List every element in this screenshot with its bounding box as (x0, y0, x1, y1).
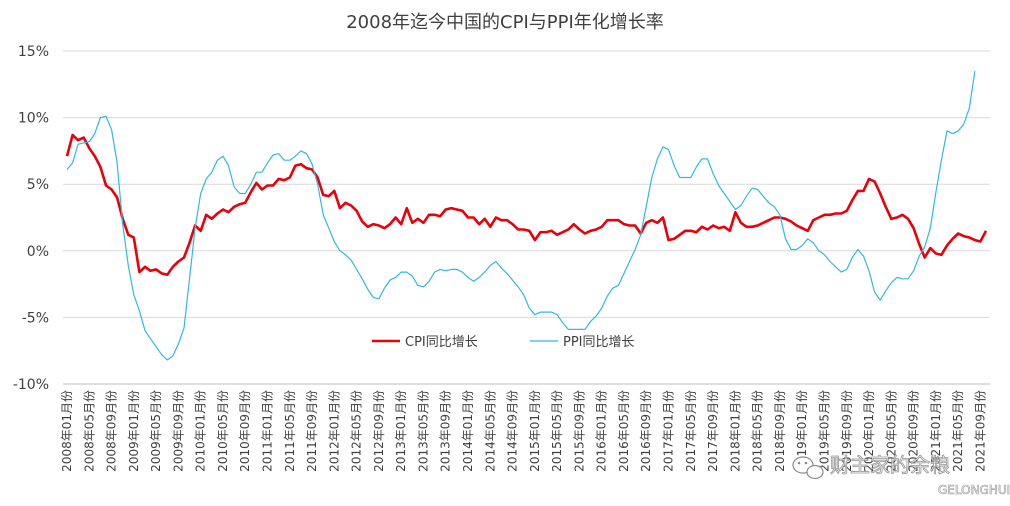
x-tick-label: 2021年05月份 (951, 390, 965, 472)
x-tick-label: 2009年05月份 (149, 390, 163, 472)
x-tick-label: 2020年01月份 (862, 390, 876, 472)
x-tick-label: 2013年05月份 (416, 390, 430, 472)
x-tick-label: 2008年01月份 (60, 390, 74, 472)
x-tick-label: 2014年01月份 (461, 390, 475, 472)
wechat-icon (792, 456, 824, 480)
x-tick-label: 2013年09月份 (439, 390, 453, 472)
x-tick-label: 2011年05月份 (283, 390, 297, 472)
legend-label-cpi: CPI同比增长 (405, 335, 478, 350)
series-lines (65, 70, 988, 361)
x-tick-label: 2017年01月份 (662, 390, 676, 472)
x-tick-label: 2009年01月份 (127, 390, 141, 472)
x-tick-label: 2018年01月份 (728, 390, 742, 472)
x-tick-label: 2019年01月份 (795, 390, 809, 472)
x-tick-label: 2008年05月份 (82, 390, 96, 472)
x-tick-label: 2017年05月份 (684, 390, 698, 472)
watermark: 财主家的余粮 GELONGHUI (792, 453, 1010, 497)
x-tick-label: 2013年01月份 (394, 390, 408, 472)
x-tick-label: 2020年09月份 (907, 390, 921, 472)
chart-title: 2008年迄今中国的CPI与PPI年化增长率 (346, 12, 664, 33)
x-tick-label: 2011年01月份 (261, 390, 275, 472)
x-tick-label: 2016年05月份 (617, 390, 631, 472)
x-tick-label: 2012年01月份 (327, 390, 341, 472)
legend: CPI同比增长 PPI同比增长 (372, 335, 635, 350)
x-tick-label: 2015年01月份 (528, 390, 542, 472)
y-tick-label: -10% (13, 377, 49, 393)
watermark-text: 财主家的余粮 (830, 453, 950, 477)
y-tick-label: 15% (18, 44, 49, 60)
gridlines (63, 50, 990, 385)
x-tick-label: 2011年09月份 (305, 390, 319, 472)
y-tick-label: 5% (27, 177, 49, 193)
x-tick-label: 2009年09月份 (171, 390, 185, 472)
x-tick-label: 2020年05月份 (884, 390, 898, 472)
x-tick-label: 2015年09月份 (572, 390, 586, 472)
series-line-cpi (65, 133, 988, 277)
watermark-subtext: GELONGHUI (938, 483, 1010, 497)
y-tick-label: 0% (27, 244, 49, 260)
x-tick-label: 2014年09月份 (506, 390, 520, 472)
x-tick-label: 2019年09月份 (840, 390, 854, 472)
x-tick-label: 2014年05月份 (483, 390, 497, 472)
y-axis: -10% -5% 0% 5% 10% 15% (13, 44, 49, 393)
x-tick-label: 2018年05月份 (751, 390, 765, 472)
y-tick-label: 10% (18, 111, 49, 127)
x-tick-label: 2010年09月份 (238, 390, 252, 472)
x-tick-label: 2016年01月份 (595, 390, 609, 472)
x-tick-label: 2008年09月份 (105, 390, 119, 472)
x-tick-label: 2012年05月份 (350, 390, 364, 472)
series-line-ppi (66, 70, 976, 361)
y-tick-label: -5% (22, 310, 49, 326)
x-tick-label: 2017年09月份 (706, 390, 720, 472)
x-tick-label: 2016年09月份 (639, 390, 653, 472)
x-tick-label: 2010年05月份 (216, 390, 230, 472)
x-tick-label: 2012年09月份 (372, 390, 386, 472)
x-tick-label: 2015年05月份 (550, 390, 564, 472)
x-tick-label: 2019年05月份 (817, 390, 831, 472)
x-tick-label: 2021年09月份 (973, 390, 987, 472)
x-tick-labels: 2008年01月份 2008年05月份 2008年09月份 2009年01月份 2009… (60, 390, 987, 472)
x-tick-label: 2018年09月份 (773, 390, 787, 472)
x-tick-label: 2010年01月份 (194, 390, 208, 472)
x-tick-label: 2021年01月份 (929, 390, 943, 472)
legend-label-ppi: PPI同比增长 (563, 335, 635, 350)
